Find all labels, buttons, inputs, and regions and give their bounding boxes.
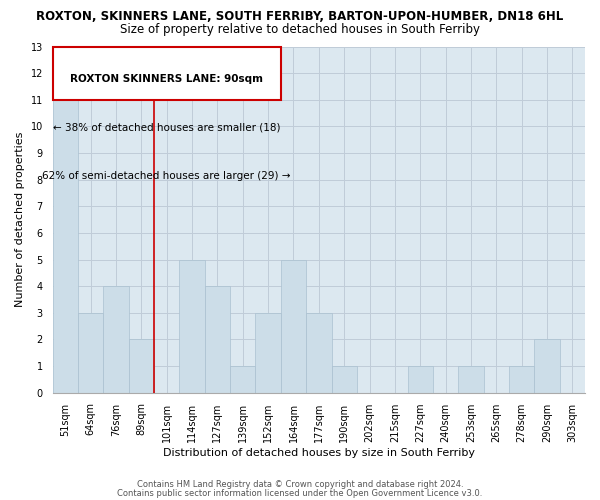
Text: Contains HM Land Registry data © Crown copyright and database right 2024.: Contains HM Land Registry data © Crown c…: [137, 480, 463, 489]
Bar: [256, 313, 281, 392]
Text: ROXTON SKINNERS LANE: 90sqm: ROXTON SKINNERS LANE: 90sqm: [70, 74, 263, 84]
Bar: [509, 366, 535, 392]
Bar: [53, 100, 78, 392]
Text: 62% of semi-detached houses are larger (29) →: 62% of semi-detached houses are larger (…: [43, 171, 291, 181]
X-axis label: Distribution of detached houses by size in South Ferriby: Distribution of detached houses by size …: [163, 448, 475, 458]
Y-axis label: Number of detached properties: Number of detached properties: [15, 132, 25, 308]
Bar: [179, 260, 205, 392]
Bar: [458, 366, 484, 392]
Bar: [129, 340, 154, 392]
Bar: [407, 366, 433, 392]
Bar: [103, 286, 129, 393]
Bar: [230, 366, 256, 392]
Text: Contains public sector information licensed under the Open Government Licence v3: Contains public sector information licen…: [118, 488, 482, 498]
Bar: [53, 46, 281, 100]
Bar: [78, 313, 103, 392]
Text: ROXTON, SKINNERS LANE, SOUTH FERRIBY, BARTON-UPON-HUMBER, DN18 6HL: ROXTON, SKINNERS LANE, SOUTH FERRIBY, BA…: [37, 10, 563, 23]
Text: Size of property relative to detached houses in South Ferriby: Size of property relative to detached ho…: [120, 22, 480, 36]
Text: ← 38% of detached houses are smaller (18): ← 38% of detached houses are smaller (18…: [53, 122, 280, 132]
Bar: [332, 366, 357, 392]
Bar: [535, 340, 560, 392]
Bar: [281, 260, 306, 392]
Bar: [306, 313, 332, 392]
Bar: [205, 286, 230, 393]
